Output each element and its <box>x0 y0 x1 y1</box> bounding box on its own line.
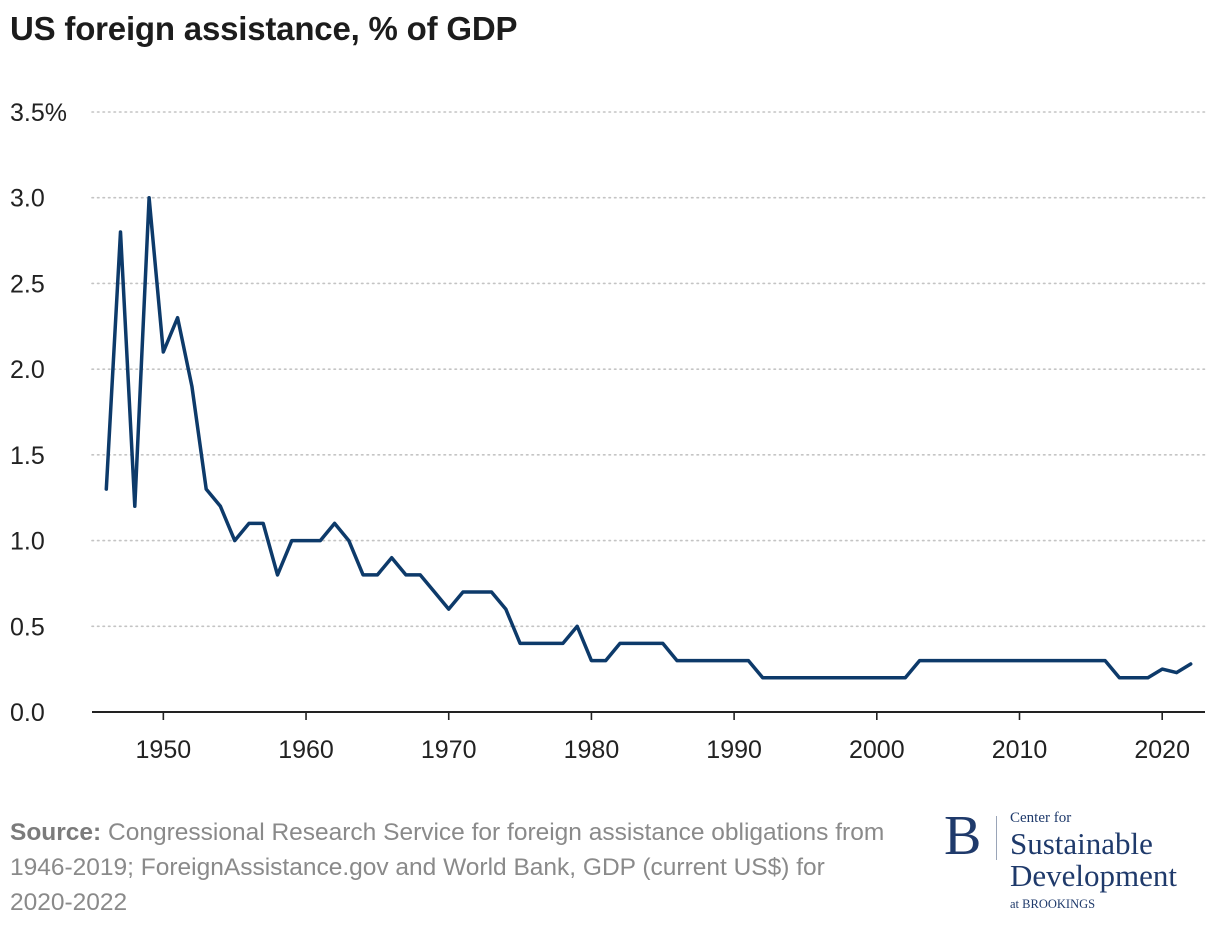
source-label: Source: <box>10 819 102 846</box>
x-tick-label: 1950 <box>136 736 192 764</box>
logo-line-4: at BROOKINGS <box>1010 897 1096 911</box>
y-tick-label: 2.5 <box>10 270 45 298</box>
y-tick-label: 0.5 <box>10 613 45 641</box>
x-tick-label: 1960 <box>278 736 334 764</box>
logo-line-1: Center for <box>1010 810 1072 826</box>
brookings-logo: B Center for Sustainable Development at … <box>944 808 1214 918</box>
source-text: Congressional Research Service for forei… <box>10 819 885 916</box>
x-tick-label: 1980 <box>564 736 620 764</box>
y-tick-label: 2.0 <box>10 356 45 384</box>
y-tick-label: 3.0 <box>10 185 45 213</box>
x-tick-label: 2000 <box>849 736 905 764</box>
y-tick-label: 1.5 <box>10 442 45 470</box>
source-note: Source: Congressional Research Service f… <box>10 815 890 920</box>
x-tick-label: 1990 <box>706 736 762 764</box>
y-tick-label: 3.5% <box>10 99 67 127</box>
y-tick-label: 1.0 <box>10 528 45 556</box>
x-tick-label: 1970 <box>421 736 477 764</box>
chart-title: US foreign assistance, % of GDP <box>10 10 518 47</box>
logo-mark: B <box>944 805 982 867</box>
logo-line-3: Development <box>1010 858 1178 893</box>
y-tick-label: 0.0 <box>10 699 45 727</box>
logo-line-2: Sustainable <box>1010 826 1153 861</box>
x-tick-label: 2020 <box>1134 736 1190 764</box>
logo-divider <box>996 816 997 860</box>
series-line <box>104 195 1193 680</box>
x-tick-label: 2010 <box>992 736 1048 764</box>
